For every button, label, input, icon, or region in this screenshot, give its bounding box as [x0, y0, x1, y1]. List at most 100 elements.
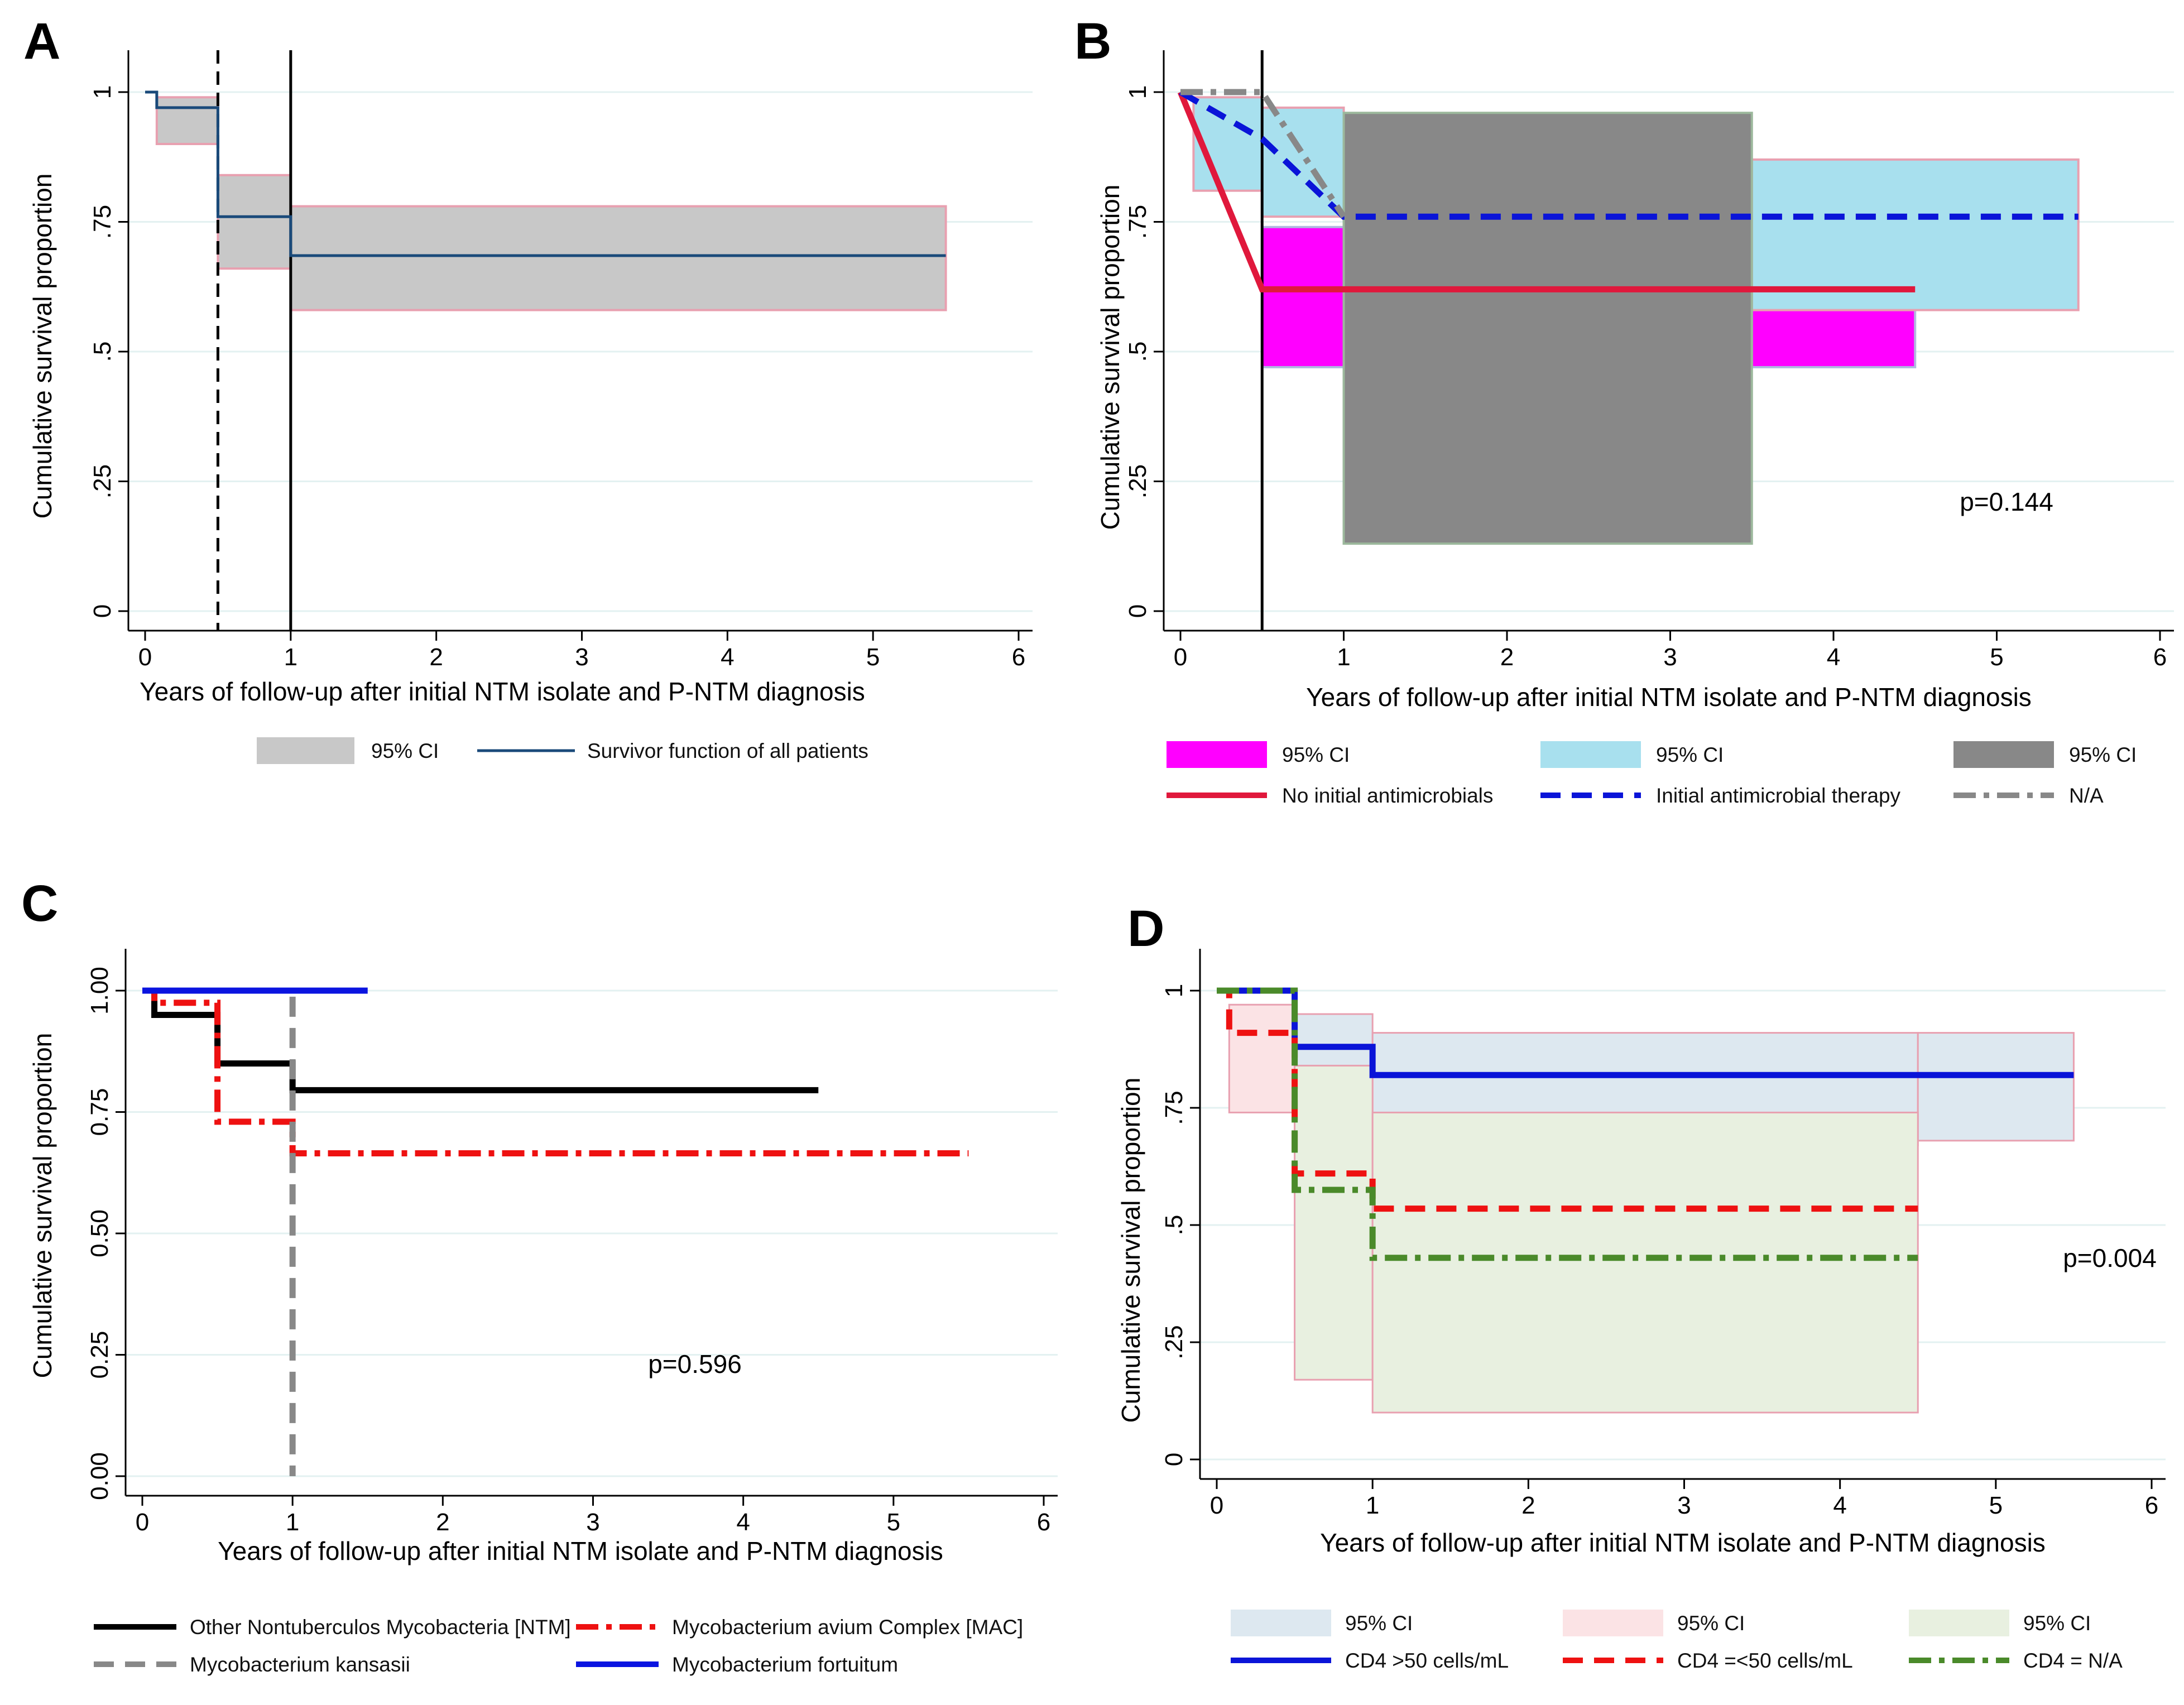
- x-axis-title: Years of follow-up after initial NTM iso…: [1320, 1528, 2046, 1557]
- x-tick-label-2: 2: [436, 1509, 449, 1536]
- ci-band-0-1: [1750, 309, 1917, 368]
- x-tick-label-1: 1: [284, 643, 297, 671]
- x-tick-label-4: 4: [1827, 643, 1840, 671]
- x-tick-label-1: 1: [286, 1509, 299, 1536]
- legend-label-3: CD4 >50 cells/mL: [1345, 1649, 1509, 1672]
- ci-band-2-0: [1294, 1064, 1374, 1381]
- legend-swatch-2: [1909, 1610, 2009, 1636]
- legend-label-5: CD4 = N/A: [2023, 1649, 2123, 1672]
- ci-band-1-0: [1228, 1003, 1296, 1113]
- series-line-1: [1179, 89, 2079, 220]
- legend-label-0: 95% CI: [1345, 1612, 1413, 1635]
- x-axis-title: Years of follow-up after initial NTM iso…: [218, 1536, 943, 1565]
- x-tick-label-5: 5: [1989, 1492, 2003, 1519]
- legend-label-4: Initial antimicrobial therapy: [1656, 784, 1901, 807]
- x-tick-label-0: 0: [1174, 643, 1187, 671]
- x-tick-label-1: 1: [1366, 1492, 1379, 1519]
- legend-swatch-1: [1540, 741, 1641, 768]
- legend: 95% CI Survivor function of all patients: [257, 737, 868, 764]
- y-axis-title: Cumulative survival proportion: [1116, 1078, 1145, 1423]
- p-value-annotation: p=0.596: [648, 1349, 742, 1379]
- y-tick-label-1: 0.25: [86, 1331, 113, 1379]
- ci-band-2-0: [1342, 112, 1753, 545]
- legend-label-3: Mycobacterium fortuitum: [672, 1653, 898, 1676]
- x-tick-label-6: 6: [1012, 643, 1025, 671]
- ci-band-0-0: [155, 96, 219, 145]
- legend-swatch-2: [1953, 741, 2054, 768]
- y-axis-title: Cumulative survival proportion: [28, 174, 57, 519]
- series-line-0: [1177, 90, 1916, 292]
- legend-label-1: 95% CI: [1677, 1612, 1745, 1635]
- y-tick-label-2: .5: [89, 342, 116, 362]
- panel-a-plot: 0 .25 .5 .75 1 0 1 2 3 4 5 6 Cumulative survival pro…: [28, 50, 1033, 764]
- y-tick-label-0: 0: [89, 604, 116, 618]
- y-tick-label-0: 0: [1160, 1453, 1188, 1466]
- legend-label-1: 95% CI: [1656, 743, 1724, 766]
- p-value-annotation: p=0.004: [2063, 1243, 2157, 1272]
- x-tick-label-4: 4: [1833, 1492, 1846, 1519]
- legend: Other Nontuberculos Mycobacteria [NTM] My…: [94, 1616, 1023, 1676]
- ci-band-0-2: [289, 205, 947, 311]
- x-tick-label-0: 0: [1210, 1492, 1223, 1519]
- series-line-1: [142, 987, 969, 1156]
- y-tick-label-3: .75: [1160, 1091, 1188, 1125]
- y-tick-label-4: 1: [89, 85, 116, 99]
- y-axis-title: Cumulative survival proportion: [28, 1033, 57, 1379]
- ci-band-2-1: [1371, 1111, 1919, 1414]
- x-tick-label-3: 3: [1677, 1492, 1691, 1519]
- legend-label-4: CD4 =<50 cells/mL: [1677, 1649, 1853, 1672]
- panel-a: A 0 .25 .5 .75 1 0 1 2 3 4 5 6 Cumulative survival p…: [23, 13, 1033, 764]
- x-tick-label-4: 4: [721, 643, 734, 671]
- x-tick-label-6: 6: [2145, 1492, 2158, 1519]
- legend-label-2: 95% CI: [2023, 1612, 2091, 1635]
- x-tick-label-2: 2: [1521, 1492, 1535, 1519]
- p-value-annotation: p=0.144: [1960, 487, 2053, 516]
- panel-b: B 0 .25 .5 .75 1 0 1 2 3 4 5 6 Cumulative survival p…: [1074, 13, 2174, 807]
- x-tick-label-3: 3: [586, 1509, 599, 1536]
- y-tick-label-4: 1.00: [86, 967, 113, 1015]
- y-tick-label-3: .75: [89, 205, 116, 239]
- legend-label-0: 95% CI: [1282, 743, 1350, 766]
- legend-label-0: Other Nontuberculos Mycobacteria [NTM]: [190, 1616, 571, 1639]
- y-tick-label-1: .25: [89, 464, 116, 498]
- legend-label-1: Mycobacterium avium Complex [MAC]: [672, 1616, 1023, 1639]
- y-tick-label-4: 1: [1160, 984, 1188, 997]
- x-tick-label-1: 1: [1337, 643, 1350, 671]
- x-tick-label-2: 2: [429, 643, 443, 671]
- y-tick-label-0: 0.00: [86, 1452, 113, 1500]
- y-tick-label-2: 0.50: [86, 1209, 113, 1257]
- x-tick-label-4: 4: [736, 1509, 750, 1536]
- x-tick-label-5: 5: [1990, 643, 2003, 671]
- panel-letter-c: C: [21, 875, 58, 932]
- x-tick-label-3: 3: [1663, 643, 1677, 671]
- legend-swatch-0: [1231, 1610, 1331, 1636]
- x-axis-title: Years of follow-up after initial NTM iso…: [140, 677, 865, 706]
- panel-letter-d: D: [1127, 900, 1164, 957]
- y-tick-label-0: 0: [1124, 604, 1151, 618]
- series-line-0: [145, 90, 946, 257]
- legend: 95% CI 95% CI 95% CI CD4 >50 cells/mL CD4 =<…: [1231, 1610, 2123, 1672]
- legend-label-0: 95% CI: [371, 739, 439, 762]
- x-tick-label-0: 0: [138, 643, 152, 671]
- y-tick-label-1: .25: [1124, 464, 1151, 498]
- legend-label-2: Mycobacterium kansasii: [190, 1653, 410, 1676]
- legend-label-1: Survivor function of all patients: [587, 739, 868, 762]
- ci-band-0-0: [1261, 225, 1345, 368]
- x-tick-label-3: 3: [575, 643, 588, 671]
- y-tick-label-3: 0.75: [86, 1088, 113, 1136]
- panel-d-plot: 0 .25 .5 .75 1 0 1 2 3 4 5 6 Cumulative survival pro…: [1116, 949, 2166, 1672]
- ci-band-1-1: [1261, 106, 1345, 218]
- x-tick-label-5: 5: [887, 1509, 900, 1536]
- y-tick-label-4: 1: [1124, 85, 1151, 99]
- x-axis-title: Years of follow-up after initial NTM iso…: [1306, 683, 2032, 712]
- legend-label-3: No initial antimicrobials: [1282, 784, 1493, 807]
- x-tick-label-6: 6: [2153, 643, 2167, 671]
- y-tick-label-2: .5: [1124, 342, 1151, 362]
- y-tick-label-3: .75: [1124, 205, 1151, 239]
- series-line-2: [1217, 987, 1918, 1261]
- y-axis-title: Cumulative survival proportion: [1096, 185, 1125, 530]
- y-tick-label-1: .25: [1160, 1325, 1188, 1359]
- y-tick-label-2: .5: [1160, 1215, 1188, 1236]
- legend-swatch-1: [1563, 1610, 1663, 1636]
